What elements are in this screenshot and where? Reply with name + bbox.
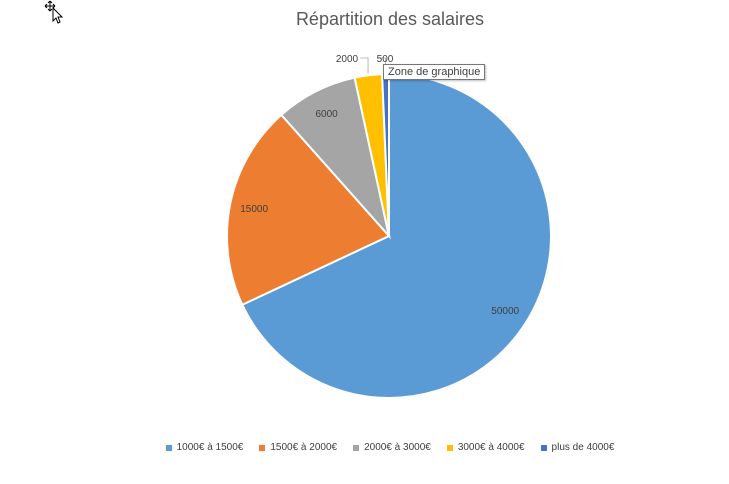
chart-title[interactable]: Répartition des salaires [295, 9, 485, 29]
legend-label: 3000€ à 4000€ [457, 442, 525, 453]
data-labels: 50000 15000 6000 2000 500 [240, 54, 519, 317]
legend-item[interactable]: 3000€ à 4000€ [446, 442, 525, 453]
chart-area-tooltip: Zone de graphique [383, 64, 486, 80]
legend-label: plus de 4000€ [551, 442, 615, 453]
pie-slice[interactable] [240, 72, 552, 399]
legend-swatch [259, 444, 266, 451]
data-label[interactable]: 6000 [315, 109, 338, 120]
legend-swatch [446, 444, 453, 451]
legend-swatch [353, 444, 360, 451]
move-cursor-icon [44, 0, 64, 24]
pie-slice[interactable] [226, 113, 391, 307]
leader-line [360, 57, 369, 74]
data-label[interactable]: 2000 [336, 54, 359, 65]
legend-label: 2000€ à 3000€ [364, 442, 431, 453]
legend-item[interactable]: 1000€ à 1500€ [165, 442, 244, 453]
legend-swatch [165, 444, 172, 451]
data-label[interactable]: 15000 [240, 204, 268, 215]
legend-label: 1000€ à 1500€ [176, 442, 244, 453]
data-label[interactable]: 50000 [491, 306, 519, 317]
pie-slices [226, 72, 552, 399]
legend-item[interactable]: plus de 4000€ [540, 442, 615, 453]
legend-item[interactable]: 1500€ à 2000€ [259, 442, 337, 453]
legend-swatch [540, 444, 547, 451]
legend[interactable]: 1000€ à 1500€ 1500€ à 2000€ 2000€ à 3000€ 3… [0, 442, 729, 453]
legend-label: 1500€ à 2000€ [270, 442, 338, 453]
legend-item[interactable]: 2000€ à 3000€ [353, 442, 431, 453]
data-label[interactable]: 500 [377, 54, 394, 65]
